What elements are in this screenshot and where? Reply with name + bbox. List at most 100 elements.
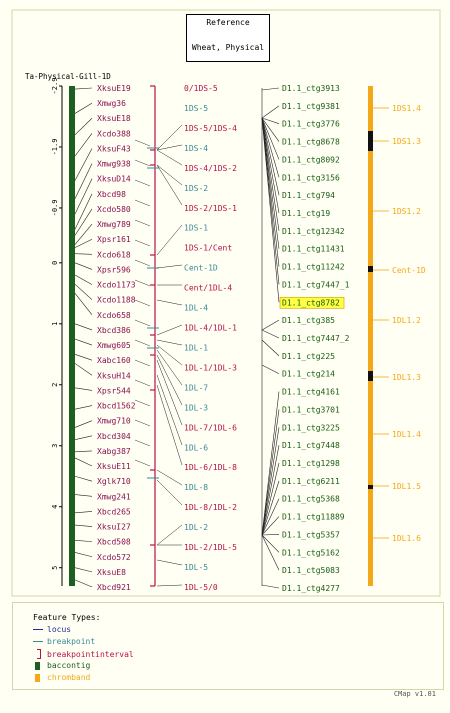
breakpoint-interval-label[interactable]: 0/1DS-5	[184, 84, 218, 93]
breakpoint-interval-label[interactable]: 1DS-4/1DS-2	[184, 164, 237, 173]
contig-label[interactable]: D1.1_ctg4161	[282, 388, 340, 397]
contig-label[interactable]: D1.1_ctg5357	[282, 530, 340, 539]
chromband-label[interactable]: 1DL1.4	[392, 430, 421, 439]
locus-label[interactable]: Xpsr161	[97, 235, 131, 244]
contig-label[interactable]: D1.1_ctg9381	[282, 102, 340, 111]
locus-label[interactable]: XksuF43	[97, 144, 131, 153]
contig-label[interactable]: D1.1_ctg8782	[282, 298, 340, 307]
locus-label[interactable]: Xcdo658	[97, 311, 131, 320]
contig-connector	[261, 391, 280, 536]
contig-label[interactable]: D1.1_ctg4277	[282, 584, 340, 593]
breakpoint-label[interactable]: 1DS-5	[184, 104, 208, 113]
chromband-label[interactable]: 1DS1.4	[392, 104, 421, 113]
contig-label[interactable]: D1.1_ctg3913	[282, 84, 340, 93]
locus-label[interactable]: Xmwg710	[97, 417, 131, 426]
locus-label[interactable]: Xpsr544	[97, 386, 131, 395]
locus-label[interactable]: Xcdo572	[97, 553, 131, 562]
breakpoint-label[interactable]: 1DS-1	[184, 224, 208, 233]
breakpoint-interval-label[interactable]: 1DS-2/1DS-1	[184, 204, 237, 213]
contig-label[interactable]: D1.1_ctg5162	[282, 548, 340, 557]
chromband-label[interactable]: 1DS1.2	[392, 207, 421, 216]
contig-label[interactable]: D1.1_ctg214	[282, 370, 335, 379]
locus-label[interactable]: Xcdo388	[97, 129, 131, 138]
locus-label[interactable]: XksuE8	[97, 568, 126, 577]
breakpoint-interval-label[interactable]: 1DL-6/1DL-8	[184, 463, 237, 472]
locus-label[interactable]: XksuE19	[97, 84, 131, 93]
locus-label[interactable]: Xmwg605	[97, 341, 131, 350]
locus-label[interactable]: Xbcd508	[97, 538, 131, 547]
locus-label[interactable]: Xbcd304	[97, 432, 131, 441]
contig-label[interactable]: D1.1_ctg7447_2	[282, 334, 350, 343]
locus-label[interactable]: Xcdo618	[97, 250, 131, 259]
contig-label[interactable]: D1.1_ctg3701	[282, 405, 340, 414]
breakpoint-label[interactable]: 1DL-1	[184, 343, 208, 352]
breakpoint-label[interactable]: 1DL-6	[184, 443, 208, 452]
locus-label[interactable]: Xbcd1562	[97, 402, 136, 411]
breakpoint-interval-label[interactable]: 1DS-5/1DS-4	[184, 124, 237, 133]
locus-label[interactable]: Xbcd98	[97, 190, 126, 199]
chromband-label[interactable]: 1DL1.2	[392, 316, 421, 325]
locus-label[interactable]: Xbcd386	[97, 326, 131, 335]
locus-label[interactable]: Xpsr596	[97, 265, 131, 274]
contig-label[interactable]: D1.1_ctg11889	[282, 513, 345, 522]
contig-label[interactable]: D1.1_ctg3776	[282, 120, 340, 129]
locus-label[interactable]: Xcdo580	[97, 205, 131, 214]
contig-label[interactable]: D1.1_ctg794	[282, 191, 335, 200]
locus-label[interactable]: Xbcd921	[97, 583, 131, 592]
locus-label[interactable]: Xabg387	[97, 447, 131, 456]
contig-label[interactable]: D1.1_ctg8092	[282, 155, 340, 164]
chromband-label[interactable]: 1DL1.5	[392, 482, 421, 491]
locus-label[interactable]: Xmwg241	[97, 492, 131, 501]
contig-label[interactable]: D1.1_ctg11242	[282, 263, 345, 272]
breakpoint-interval-label[interactable]: 1DL-4/1DL-1	[184, 324, 237, 333]
locus-label[interactable]: Xmwg36	[97, 99, 126, 108]
contig-label[interactable]: D1.1_ctg7447_1	[282, 280, 350, 289]
locus-label[interactable]: Xglk710	[97, 477, 131, 486]
contig-label[interactable]: D1.1_ctg7448	[282, 441, 340, 450]
locus-label[interactable]: Xmwg789	[97, 220, 131, 229]
contig-label[interactable]: D1.1_ctg5083	[282, 566, 340, 575]
locus-label[interactable]: Xmwg938	[97, 160, 131, 169]
locus-label[interactable]: XksuD14	[97, 175, 131, 184]
breakpoint-interval-label[interactable]: 1DL-8/1DL-2	[184, 503, 237, 512]
chromband-label[interactable]: 1DL1.3	[392, 373, 421, 382]
breakpoint-label[interactable]: 1DL-5	[184, 563, 208, 572]
locus-label[interactable]: Xcdo1188	[97, 296, 136, 305]
contig-connector	[261, 364, 280, 374]
contig-label[interactable]: D1.1_ctg3156	[282, 173, 340, 182]
locus-label[interactable]: XksuE18	[97, 114, 131, 123]
contig-label[interactable]: D1.1_ctg225	[282, 352, 335, 361]
contig-label[interactable]: D1.1_ctg12342	[282, 227, 345, 236]
contig-label[interactable]: D1.1_ctg1298	[282, 459, 340, 468]
breakpoint-label[interactable]: 1DL-8	[184, 483, 208, 492]
locus-label[interactable]: Xbcd265	[97, 507, 131, 516]
contig-label[interactable]: D1.1_ctg5368	[282, 495, 340, 504]
locus-label[interactable]: XksuH14	[97, 371, 131, 380]
breakpoint-label[interactable]: 1DL-7	[184, 383, 208, 392]
breakpoint-label[interactable]: Cent-1D	[184, 264, 218, 273]
breakpoint-label[interactable]: 1DS-2	[184, 184, 208, 193]
breakpoint-label[interactable]: 1DL-2	[184, 523, 208, 532]
locus-label[interactable]: XksuE11	[97, 462, 131, 471]
breakpoint-label[interactable]: 1DS-4	[184, 144, 208, 153]
breakpoint-interval-label[interactable]: 1DS-1/Cent	[184, 244, 232, 253]
contig-label[interactable]: D1.1_ctg6211	[282, 477, 340, 486]
breakpoint-label[interactable]: 1DL-4	[184, 304, 208, 313]
breakpoint-interval-label[interactable]: 1DL-2/1DL-5	[184, 543, 237, 552]
chromband-label[interactable]: 1DL1.6	[392, 534, 421, 543]
locus-label[interactable]: Xcdo1173	[97, 281, 136, 290]
locus-label[interactable]: XksuI27	[97, 523, 131, 532]
breakpoint-interval-label[interactable]: 1DL-1/1DL-3	[184, 363, 237, 372]
contig-label[interactable]: D1.1_ctg8678	[282, 138, 340, 147]
chromband-label[interactable]: Cent-1D	[392, 266, 426, 275]
contig-label[interactable]: D1.1_ctg3225	[282, 423, 340, 432]
breakpoint-label[interactable]: 1DL-3	[184, 403, 208, 412]
contig-label[interactable]: D1.1_ctg19	[282, 209, 330, 218]
contig-label[interactable]: D1.1_ctg385	[282, 316, 335, 325]
contig-label[interactable]: D1.1_ctg11431	[282, 245, 345, 254]
chromband-label[interactable]: 1DS1.3	[392, 137, 421, 146]
breakpoint-interval-label[interactable]: Cent/1DL-4	[184, 284, 232, 293]
breakpoint-interval-label[interactable]: 1DL-7/1DL-6	[184, 423, 237, 432]
locus-label[interactable]: Xabc160	[97, 356, 131, 365]
breakpoint-interval-label[interactable]: 1DL-5/0	[184, 583, 218, 592]
